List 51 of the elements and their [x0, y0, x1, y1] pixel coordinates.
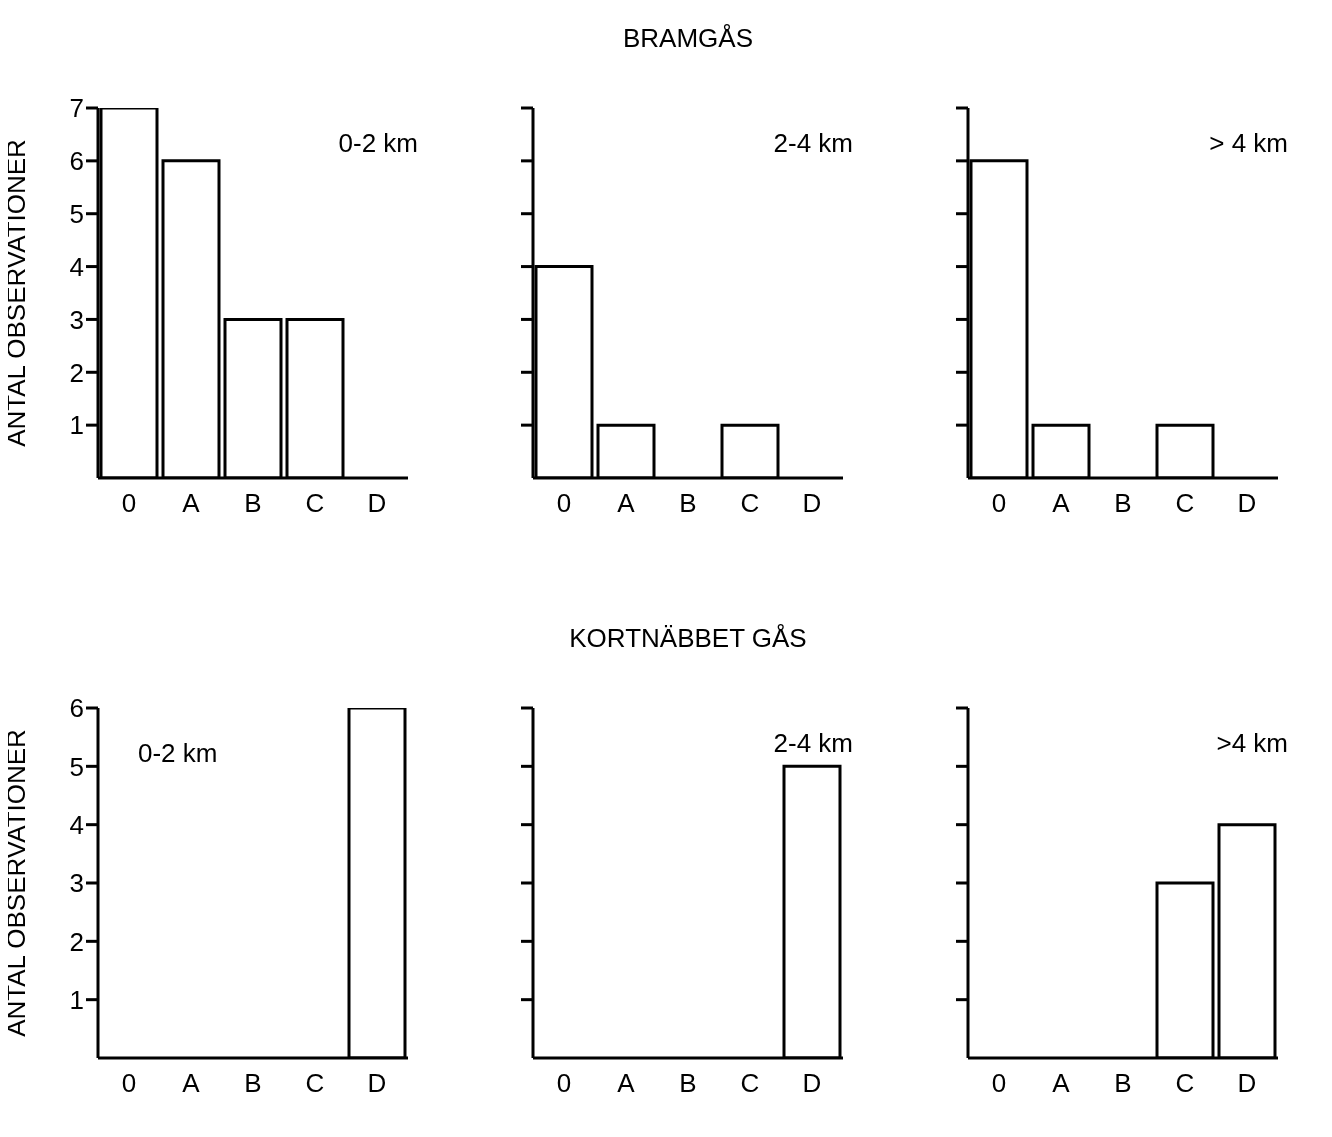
chart-title: BRAMGÅS [622, 22, 754, 55]
y-tick-label: 7 [69, 93, 84, 124]
x-tick-label: C [740, 1068, 760, 1099]
y-tick-label: 3 [69, 868, 84, 899]
x-tick-label: D [802, 1068, 822, 1099]
x-tick-label: B [679, 1068, 697, 1099]
x-tick-label: 0 [556, 488, 572, 519]
y-tick-label: 1 [69, 410, 84, 441]
x-tick-label: C [740, 488, 760, 519]
x-tick-label: D [367, 1068, 387, 1099]
x-tick-label: D [802, 488, 822, 519]
y-tick-label: 6 [69, 693, 84, 724]
x-tick-label: A [1052, 488, 1071, 519]
x-tick-label: A [617, 1068, 636, 1099]
y-tick-label: 6 [69, 146, 84, 177]
x-tick-label: D [1237, 1068, 1257, 1099]
annotation: > 4 km [1209, 128, 1288, 159]
x-tick-label: D [1237, 488, 1257, 519]
annotation: 0-2 km [138, 738, 218, 769]
x-tick-label: C [305, 488, 325, 519]
y-tick-label: 5 [69, 198, 84, 229]
x-tick-label: B [1114, 488, 1132, 519]
annotation: >4 km [1216, 728, 1288, 759]
annotation: 0-2 km [338, 128, 418, 159]
x-tick-label: D [367, 488, 387, 519]
annotation: 2-4 km [773, 128, 853, 159]
x-tick-label: A [617, 488, 636, 519]
x-tick-label: 0 [121, 1068, 137, 1099]
annotation: 2-4 km [773, 728, 853, 759]
x-tick-label: B [244, 488, 262, 519]
x-tick-label: C [305, 1068, 325, 1099]
y-tick-label: 3 [69, 304, 84, 335]
y-tick-label: 4 [69, 251, 84, 282]
x-tick-label: B [244, 1068, 262, 1099]
x-tick-label: 0 [991, 1068, 1007, 1099]
x-tick-label: A [182, 1068, 201, 1099]
x-tick-label: A [1052, 1068, 1071, 1099]
x-tick-label: A [182, 488, 201, 519]
x-tick-label: C [1175, 488, 1195, 519]
x-tick-label: 0 [121, 488, 137, 519]
x-tick-label: 0 [991, 488, 1007, 519]
y-tick-label: 5 [69, 751, 84, 782]
chart-title: KORTNÄBBET GÅS [568, 622, 808, 655]
y-tick-label: 2 [69, 926, 84, 957]
y-tick-label: 2 [69, 357, 84, 388]
y-tick-label: 1 [69, 984, 84, 1015]
x-tick-label: C [1175, 1068, 1195, 1099]
x-tick-label: B [1114, 1068, 1132, 1099]
x-tick-label: 0 [556, 1068, 572, 1099]
y-tick-label: 4 [69, 809, 84, 840]
x-tick-label: B [679, 488, 697, 519]
